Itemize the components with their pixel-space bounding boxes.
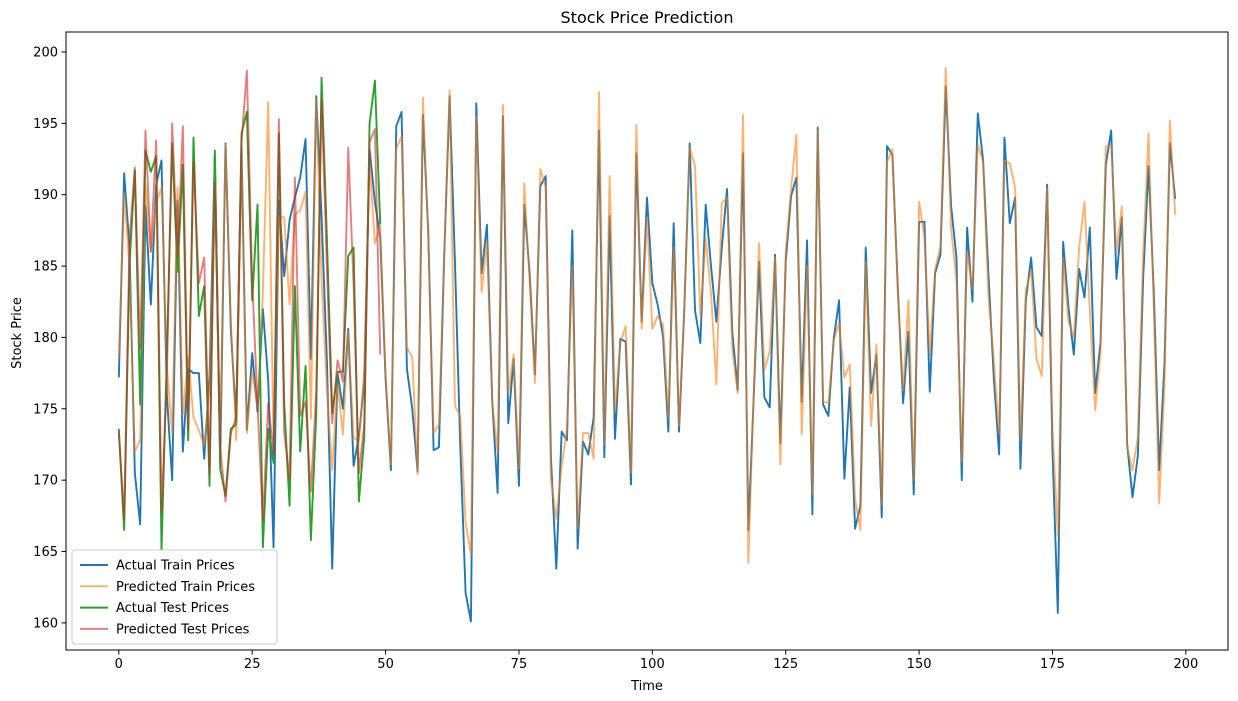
x-tick-label: 50 — [377, 657, 394, 672]
y-tick-label: 165 — [33, 545, 58, 560]
legend-box — [71, 549, 278, 645]
axes-layer: 0 25 50 75 100 125 150 175 200 160 165 170 175 180 185… — [33, 31, 1229, 672]
legend: Actual Train Prices Predicted Train Price… — [71, 549, 278, 645]
x-axis-title: Time — [630, 679, 663, 694]
legend-label: Actual Test Prices — [116, 601, 229, 616]
y-tick-label: 175 — [33, 402, 58, 417]
y-tick-label: 195 — [33, 117, 58, 132]
legend-label: Predicted Train Prices — [116, 580, 255, 595]
y-tick-label: 190 — [33, 188, 58, 203]
x-tick-label: 25 — [244, 657, 261, 672]
x-tick-label: 0 — [115, 657, 123, 672]
y-tick-label: 185 — [33, 260, 58, 275]
y-tick-label: 200 — [33, 45, 58, 60]
x-tick-label: 100 — [640, 657, 665, 672]
y-tick-label: 170 — [33, 474, 58, 489]
legend-label: Predicted Test Prices — [116, 622, 250, 637]
legend-label: Actual Train Prices — [116, 559, 235, 574]
x-tick-label: 200 — [1173, 657, 1198, 672]
series-layer — [117, 66, 1177, 623]
y-tick-label: 160 — [33, 616, 58, 631]
y-axis-title: Stock Price — [10, 297, 25, 369]
x-tick-label: 175 — [1040, 657, 1065, 672]
series-line-predicted-test-prices — [117, 69, 382, 522]
x-tick-label: 75 — [511, 657, 528, 672]
x-tick-label: 125 — [773, 657, 798, 672]
chart-title: Stock Price Prediction — [561, 8, 734, 27]
plot-frame — [65, 31, 1229, 651]
x-tick-label: 150 — [907, 657, 932, 672]
y-tick-label: 180 — [33, 331, 58, 346]
